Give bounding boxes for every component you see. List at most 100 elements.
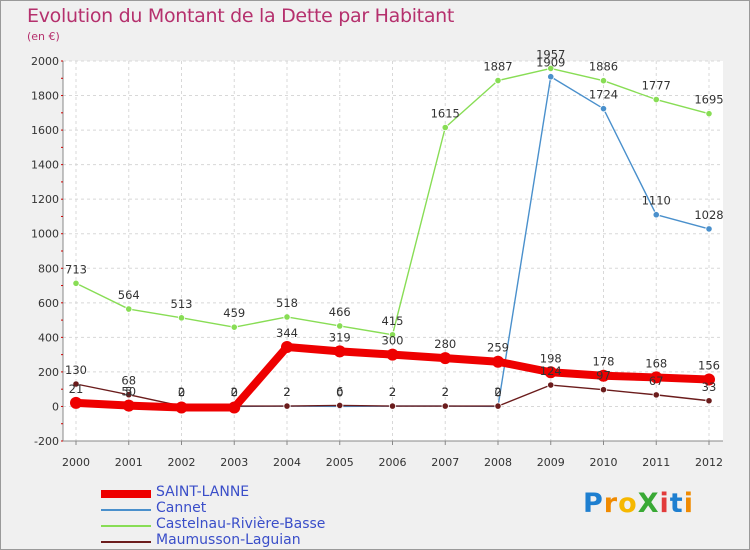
- legend-label: Maumusson-Laguian: [156, 532, 301, 548]
- data-point: [547, 381, 555, 389]
- logo-letter: i: [683, 488, 694, 519]
- data-point: [494, 402, 502, 410]
- data-label: 1110: [642, 194, 671, 208]
- data-point: [494, 76, 502, 85]
- legend-label: Castelnau-Rivière-Basse: [156, 516, 326, 532]
- data-point: [599, 77, 608, 85]
- data-point: [175, 401, 188, 414]
- data-point: [599, 386, 608, 394]
- data-point: [125, 391, 133, 399]
- data-point: [650, 371, 663, 384]
- x-tick-label: 2011: [642, 456, 670, 469]
- x-tick-label: 2004: [273, 456, 301, 469]
- data-point: [72, 279, 80, 287]
- data-point: [441, 402, 449, 410]
- y-tick-label: 1400: [31, 159, 59, 172]
- data-label: 21: [69, 382, 84, 396]
- data-label: 2: [283, 385, 290, 399]
- data-label: 0: [494, 385, 501, 399]
- y-tick-label: 1600: [31, 124, 59, 137]
- y-tick-label: 400: [38, 331, 59, 344]
- data-point: [122, 399, 135, 412]
- data-point: [281, 341, 293, 354]
- data-point: [441, 123, 449, 132]
- data-point: [705, 397, 713, 405]
- data-label: 1724: [589, 88, 618, 102]
- data-label: 97: [596, 369, 611, 383]
- x-tick-label: 2000: [62, 456, 90, 469]
- data-point: [177, 314, 186, 322]
- data-point: [703, 373, 715, 386]
- data-label: 1957: [536, 47, 565, 61]
- data-point: [599, 105, 608, 113]
- x-tick-label: 2002: [168, 456, 196, 469]
- data-label: 2: [389, 385, 396, 399]
- data-label: 319: [329, 330, 351, 344]
- data-point: [597, 369, 610, 382]
- x-tick-label: 2005: [326, 456, 354, 469]
- data-point: [228, 401, 241, 414]
- data-point: [336, 401, 344, 410]
- y-tick-label: 1000: [31, 228, 59, 241]
- data-label: 415: [382, 314, 404, 328]
- data-point: [652, 391, 660, 399]
- logo-letter: P: [583, 488, 604, 519]
- chart-title: Evolution du Montant de la Dette par Hab…: [27, 5, 455, 27]
- data-label: 1887: [483, 60, 512, 74]
- data-label: 344: [276, 326, 298, 340]
- data-point: [652, 95, 660, 104]
- data-label: 1695: [694, 93, 723, 107]
- y-tick-label: 2000: [31, 55, 59, 68]
- data-label: 564: [118, 288, 140, 302]
- legend-swatch-maumusson: [101, 541, 151, 543]
- legend-swatch-cannet: [101, 509, 151, 511]
- data-point: [705, 225, 713, 233]
- y-tick-label: 0: [52, 400, 59, 413]
- data-point: [283, 313, 291, 321]
- data-point: [544, 366, 557, 379]
- data-label: 466: [329, 305, 351, 319]
- data-label: 6: [336, 384, 343, 398]
- data-label: 0: [178, 385, 185, 399]
- logo-letter: r: [603, 488, 619, 519]
- data-label: 68: [121, 374, 136, 388]
- data-label: 1777: [642, 79, 671, 93]
- data-label: 259: [487, 341, 509, 355]
- data-label: 1615: [431, 107, 460, 121]
- y-tick-label: -200: [34, 435, 59, 448]
- legend-label: SAINT-LANNE: [156, 484, 250, 500]
- x-tick-label: 2003: [220, 456, 248, 469]
- data-point: [125, 305, 133, 313]
- data-label: 713: [65, 262, 87, 276]
- data-label: 178: [593, 355, 615, 369]
- data-label: 67: [649, 374, 664, 388]
- data-label: 2: [442, 385, 449, 399]
- x-tick-label: 2008: [484, 456, 512, 469]
- data-point: [283, 402, 291, 410]
- data-point: [70, 396, 82, 409]
- data-label: 459: [223, 306, 245, 320]
- data-label: 300: [382, 334, 404, 348]
- data-point: [652, 211, 660, 219]
- data-label: 513: [171, 297, 193, 311]
- data-label: 2: [231, 385, 238, 399]
- proxiti-logo: ProXiti: [583, 488, 694, 519]
- data-label: 0: [336, 385, 343, 399]
- data-point: [547, 73, 555, 81]
- y-tick-label: 1800: [31, 90, 59, 103]
- data-label: 130: [65, 363, 87, 377]
- data-point: [388, 402, 397, 410]
- data-label: 2: [389, 385, 396, 399]
- data-point: [439, 352, 452, 365]
- chart-subtitle: (en €): [27, 30, 60, 43]
- data-label: 33: [702, 380, 717, 394]
- data-label: 2: [494, 385, 501, 399]
- logo-letter: o: [618, 488, 638, 519]
- data-point: [388, 331, 397, 339]
- x-tick-label: 2001: [115, 456, 143, 469]
- y-tick-label: 600: [38, 297, 59, 310]
- data-point: [492, 355, 504, 368]
- logo-letter: i: [659, 488, 670, 519]
